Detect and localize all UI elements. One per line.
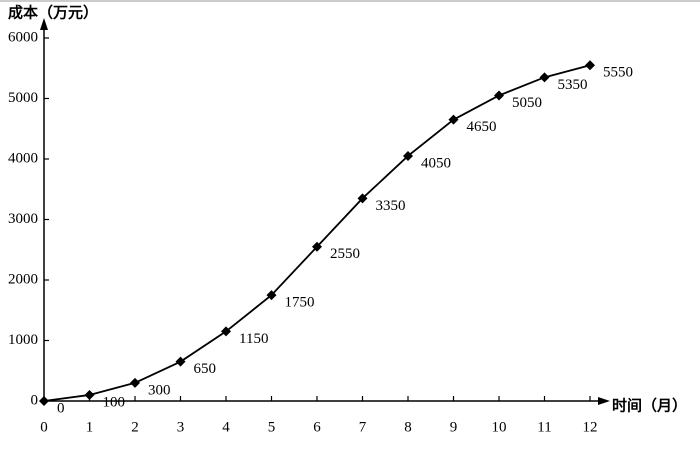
x-tick-label: 7 (359, 419, 367, 435)
marker (221, 326, 231, 337)
x-tick-label: 8 (404, 419, 412, 435)
data-label: 3350 (376, 198, 406, 214)
data-label: 0 (57, 400, 65, 416)
marker (39, 396, 49, 406)
y-axis-title: 成本（万元） (8, 4, 98, 22)
marker (494, 90, 504, 101)
x-axis-arrow (598, 397, 610, 405)
marker (312, 241, 322, 252)
marker (585, 60, 595, 71)
data-label: 2550 (330, 246, 360, 262)
marker (130, 377, 140, 388)
y-tick-label: 4000 (8, 150, 38, 166)
data-label: 300 (148, 382, 171, 398)
marker (84, 389, 95, 400)
line (43, 64, 591, 402)
x-tick-label: 11 (537, 419, 551, 435)
data-label: 1750 (285, 295, 315, 311)
x-tick-label: 9 (450, 419, 458, 435)
x-tick-label: 0 (40, 419, 48, 435)
data-label: 5550 (603, 65, 633, 81)
x-tick-label: 5 (268, 419, 276, 435)
marker (448, 114, 459, 125)
data-label: 4050 (421, 155, 451, 171)
x-axis-title: 时间（月） (612, 397, 687, 415)
data-label: 5050 (512, 95, 542, 111)
marker (403, 150, 413, 161)
data-label: 650 (194, 361, 217, 377)
data-label: 1150 (239, 331, 268, 347)
x-tick-label: 10 (492, 419, 507, 435)
x-tick-label: 2 (131, 419, 139, 435)
marker (539, 72, 550, 83)
y-axis-arrow (40, 18, 48, 30)
data-label: 5350 (558, 77, 588, 93)
y-tick-label: 2000 (8, 271, 38, 287)
x-tick-label: 6 (313, 419, 321, 435)
x-tick-label: 12 (583, 419, 598, 435)
marker (175, 356, 186, 367)
data-label: 4650 (467, 119, 497, 135)
y-tick-label: 1000 (8, 332, 38, 348)
data-label: 100 (103, 394, 126, 410)
y-tick-label: 6000 (8, 29, 38, 45)
x-tick-label: 1 (86, 419, 94, 435)
marker (266, 290, 277, 301)
marker (357, 193, 368, 204)
y-tick-label: 5000 (8, 90, 38, 106)
x-tick-label: 3 (177, 419, 185, 435)
x-tick-label: 4 (222, 419, 230, 435)
y-tick-label: 0 (31, 392, 39, 408)
y-tick-label: 3000 (8, 211, 38, 227)
